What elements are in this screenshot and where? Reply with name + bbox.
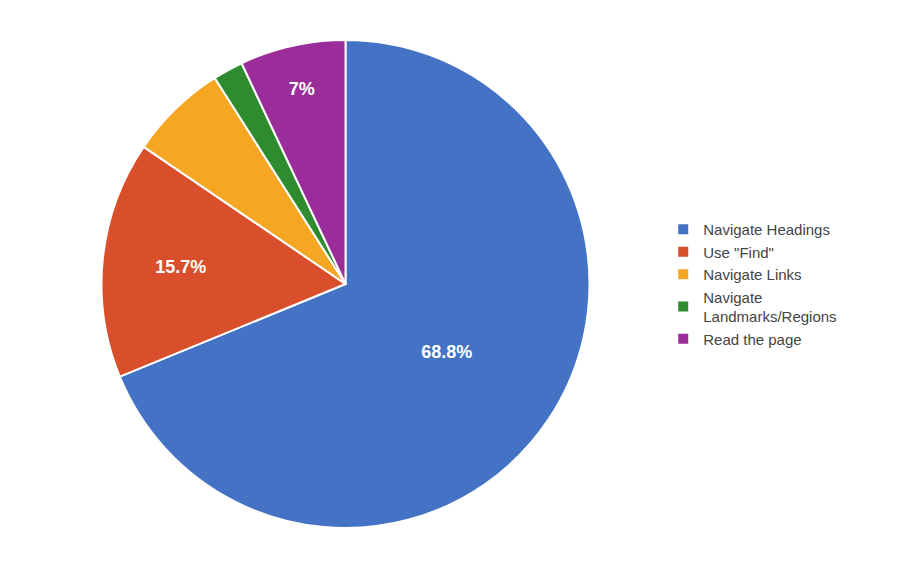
svg-text:Navigate Links: Navigate Links [703,266,801,283]
svg-text:Navigate Headings: Navigate Headings [703,221,830,238]
svg-text:NavigateLandmarks/Regions: NavigateLandmarks/Regions [703,289,836,326]
svg-text:15.7%: 15.7% [155,257,206,277]
svg-text:7%: 7% [289,79,315,99]
svg-text:Use "Find": Use "Find" [703,244,774,261]
svg-text:Read the page: Read the page [703,331,801,348]
svg-text:68.8%: 68.8% [421,342,472,362]
